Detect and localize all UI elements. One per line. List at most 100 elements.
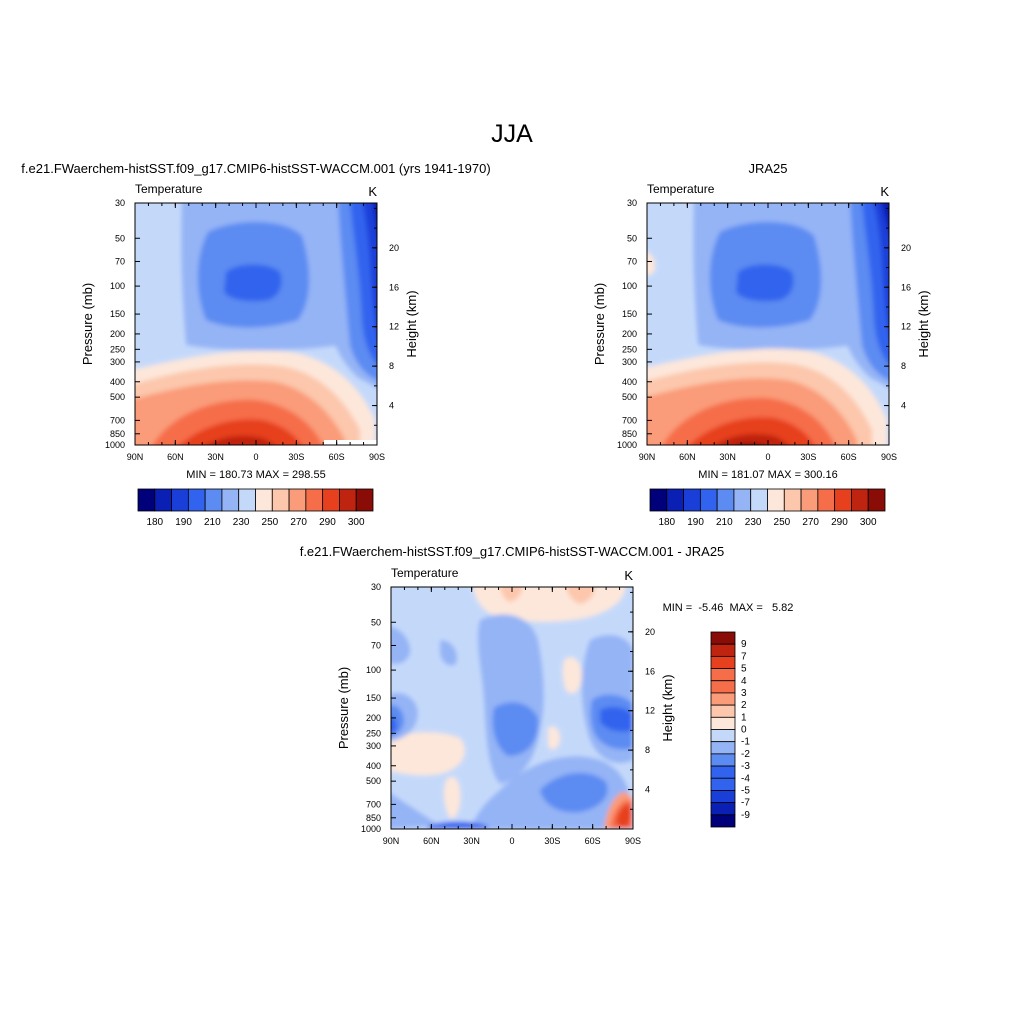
colorbar-swatch [834,488,852,512]
colorbar-swatch [271,488,290,512]
contour-band [391,716,397,734]
y-tick-label: 200 [622,329,637,339]
colorbar-swatch [238,488,256,512]
colorbar-swatch [221,488,240,512]
panel-title: f.e21.FWaerchem-histSST.f09_g17.CMIP6-hi… [21,161,490,176]
y2-tick-label: 16 [901,282,911,292]
colorbar-label: 300 [860,517,877,528]
colorbar-swatch [154,488,172,512]
colorbar-swatch [750,488,768,512]
panel-model: f.e21.FWaerchem-histSST.f09_g17.CMIP6-hi… [21,161,490,528]
y-tick-label: 400 [622,377,637,387]
colorbar-swatch [649,488,668,512]
y-tick-label: 30 [627,198,637,208]
colorbar-swatch [783,488,802,512]
y-tick-label: 100 [110,281,125,291]
colorbar-swatch [710,753,736,767]
x-tick-label: 60S [329,452,345,462]
colorbar-swatch [339,488,357,512]
y-tick-label: 1000 [361,824,381,834]
colorbar-label: 210 [204,517,221,528]
colorbar-label: -3 [741,761,750,772]
colorbar-swatch [733,488,752,512]
colorbar-label: 0 [741,725,747,736]
panel-left-label: Temperature [135,182,203,196]
colorbar-label: -5 [741,785,750,796]
y2-tick-label: 8 [645,745,650,755]
y-tick-label: 50 [627,233,637,243]
y-tick-label: 70 [371,640,381,650]
panel-difference: f.e21.FWaerchem-histSST.f09_g17.CMIP6-hi… [300,544,794,846]
contour-band [716,434,788,445]
contour-band [873,203,889,335]
y-tick-label: 850 [366,813,381,823]
y-axis-title: Pressure (mb) [336,667,351,749]
y-tick-label: 1000 [105,440,125,450]
colorbar-swatch [683,488,701,512]
contour-band [443,776,461,819]
contour-band [548,726,560,750]
contour-band [391,732,465,776]
colorbar-label: -9 [741,810,750,821]
colorbar-swatch [817,488,836,512]
panel-title: JRA25 [748,161,787,176]
panel-left-label: Temperature [647,182,715,196]
contour-band [736,264,794,302]
panel-right-label: K [624,568,633,583]
y-tick-label: 250 [366,728,381,738]
y-tick-label: 30 [115,198,125,208]
y-tick-label: 200 [110,329,125,339]
contour-band [616,804,631,827]
colorbar-label: 210 [716,517,733,528]
colorbar-swatch [710,631,736,645]
colorbar-swatch [171,488,189,512]
contour-field [135,203,377,445]
y-tick-label: 50 [371,617,381,627]
stats-label: MIN = 180.73 MAX = 298.55 [186,469,325,481]
x-tick-label: 60N [679,452,696,462]
colorbar-label: 4 [741,676,747,687]
colorbar-swatch [710,790,736,804]
panel-left-label: Temperature [391,566,459,580]
x-tick-label: 30N [463,836,480,846]
colorbar-label: 180 [658,517,675,528]
y-tick-label: 200 [366,713,381,723]
y-tick-label: 250 [110,344,125,354]
contour-band [207,436,275,445]
y-tick-label: 30 [371,582,381,592]
x-tick-label: 0 [765,452,770,462]
colorbar-label: 2 [741,700,747,711]
colorbar-swatch [716,488,735,512]
colorbar-swatch [699,488,718,512]
contour-field [647,203,889,445]
colorbar-label: 250 [774,517,791,528]
contour-band [881,203,889,234]
x-tick-label: 90N [127,452,144,462]
contour-band [440,640,458,666]
colorbar-label: -4 [741,773,750,784]
y-tick-label: 150 [622,309,637,319]
panel-obs: JRA25 Temperature K [592,161,931,528]
contour-band [600,707,633,732]
colorbar-swatch [710,777,736,791]
y-axis-title: Pressure (mb) [592,283,607,365]
y-tick-label: 70 [115,256,125,266]
contour-band [492,702,539,756]
colorbar-label: 5 [741,664,747,675]
y-tick-label: 850 [110,429,125,439]
colorbar-swatch [710,643,736,657]
x-tick-label: 60S [841,452,857,462]
y-tick-label: 500 [622,392,637,402]
colorbar-label: 300 [348,517,365,528]
y-tick-label: 70 [627,256,637,266]
contour-band [372,203,377,233]
y-tick-label: 500 [366,776,381,786]
y-tick-label: 300 [622,357,637,367]
y2-tick-label: 16 [645,666,655,676]
colorbar-label: 290 [319,517,336,528]
x-tick-label: 0 [509,836,514,846]
y2-tick-label: 4 [389,401,394,411]
colorbar-swatch [710,668,736,682]
contour-band [689,417,815,445]
x-tick-label: 30N [719,452,736,462]
